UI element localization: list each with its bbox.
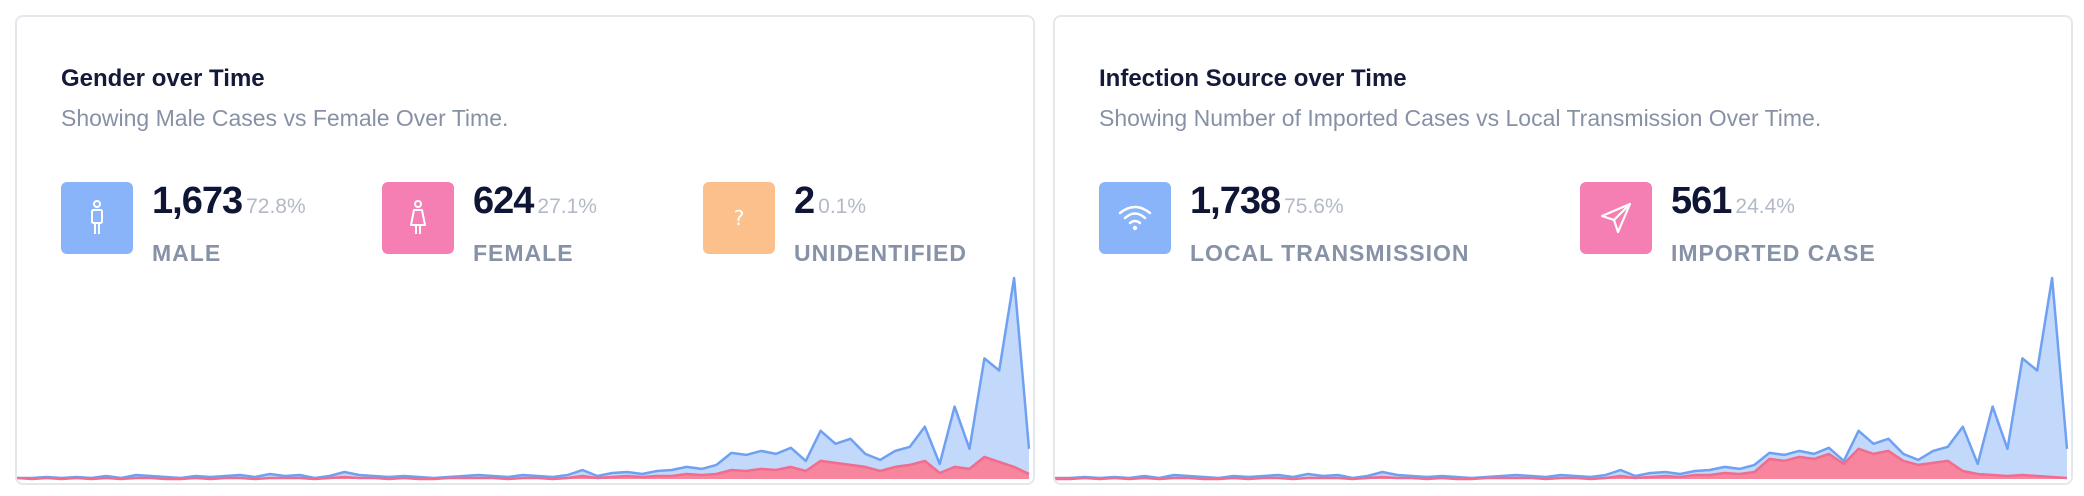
card-title: Gender over Time bbox=[61, 65, 265, 92]
question-icon: ? bbox=[703, 182, 775, 254]
local-transmission-count: 1,738 75.6% bbox=[1190, 180, 1344, 222]
female-icon bbox=[382, 182, 454, 254]
unidentified-label: UNIDENTIFIED bbox=[794, 240, 967, 266]
gender-area-chart bbox=[17, 276, 1031, 481]
male-icon bbox=[61, 182, 133, 254]
send-icon bbox=[1580, 182, 1652, 254]
female-count: 624 27.1% bbox=[473, 180, 597, 222]
male-count: 1,673 72.8% bbox=[152, 180, 306, 222]
female-percent: 27.1% bbox=[537, 195, 597, 218]
unidentified-percent: 0.1% bbox=[818, 195, 867, 218]
imported-case-count: 561 24.4% bbox=[1671, 180, 1795, 222]
infection-source-area-chart bbox=[1055, 276, 2069, 481]
series-area-secondary-line bbox=[17, 455, 1030, 481]
local-transmission-label: LOCAL TRANSMISSION bbox=[1190, 240, 1470, 266]
imported-case-percent: 24.4% bbox=[1735, 195, 1795, 218]
male-percent: 72.8% bbox=[246, 195, 306, 218]
card-subtitle: Showing Number of Imported Cases vs Loca… bbox=[1099, 105, 1822, 131]
infection-source-over-time-card: Infection Source over Time Showing Numbe… bbox=[1053, 15, 2073, 485]
imported-case-label: IMPORTED CASE bbox=[1671, 240, 1876, 266]
series-area-secondary bbox=[1055, 448, 2067, 479]
wifi-icon bbox=[1099, 182, 1171, 254]
female-label: FEMALE bbox=[473, 240, 574, 266]
unidentified-count: 2 0.1% bbox=[794, 180, 867, 222]
series-area-total bbox=[17, 278, 1029, 479]
male-label: MALE bbox=[152, 240, 222, 266]
series-area-total-line bbox=[1055, 276, 2069, 480]
card-subtitle: Showing Male Cases vs Female Over Time. bbox=[61, 105, 509, 131]
card-title: Infection Source over Time bbox=[1099, 65, 1407, 92]
series-area-total-line bbox=[17, 276, 1031, 480]
series-area-total bbox=[1055, 278, 2067, 479]
gender-over-time-card: Gender over Time Showing Male Cases vs F… bbox=[15, 15, 1035, 485]
series-area-secondary bbox=[17, 456, 1029, 479]
local-transmission-percent: 75.6% bbox=[1284, 195, 1344, 218]
series-area-secondary-line bbox=[1055, 447, 2068, 481]
